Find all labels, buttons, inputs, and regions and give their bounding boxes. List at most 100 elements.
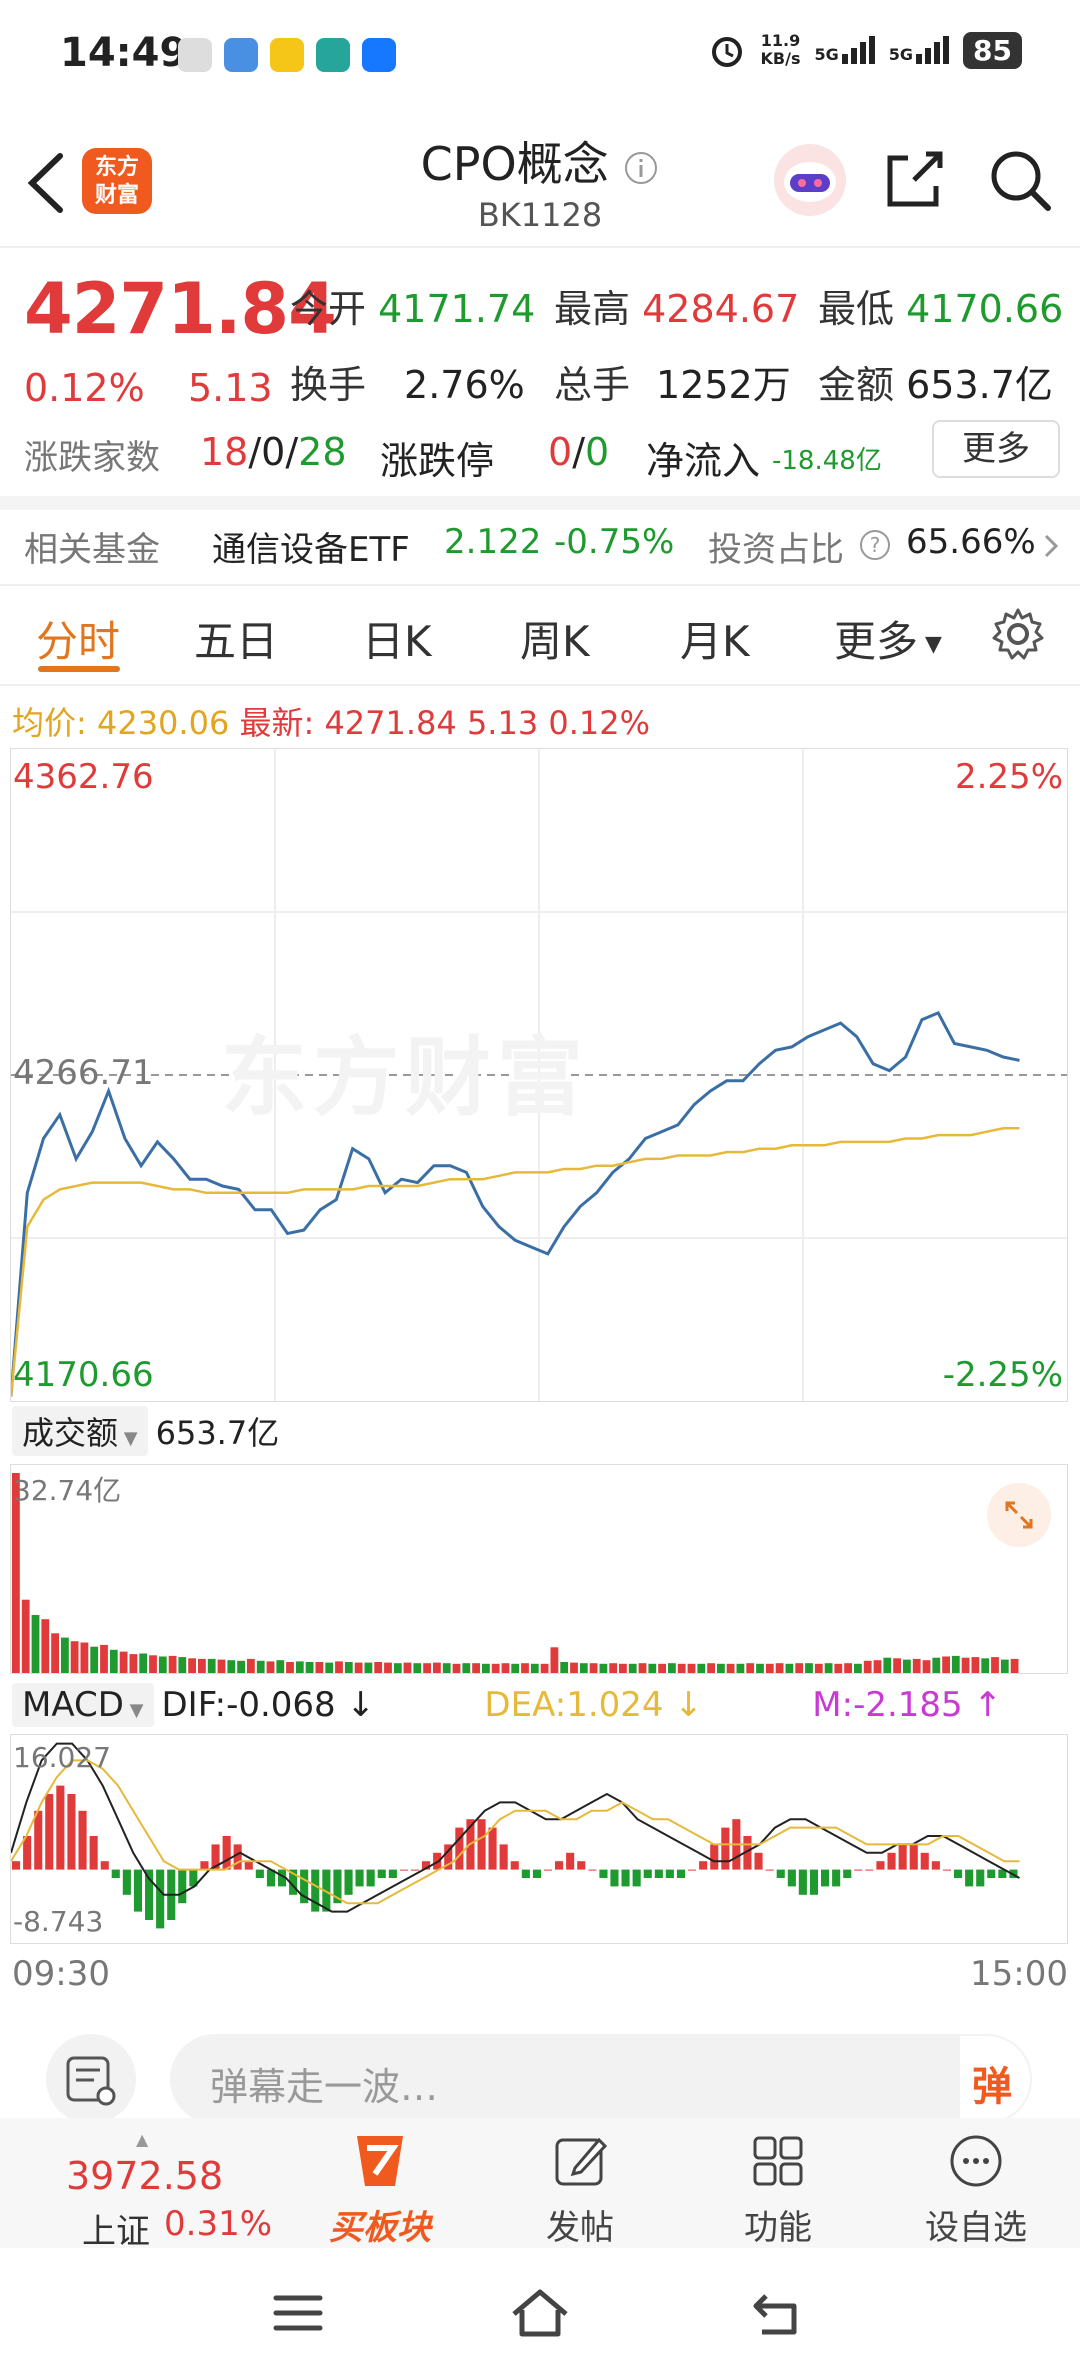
macd-histogram-bar — [688, 1869, 697, 1871]
notification-icons — [178, 38, 396, 72]
home-icon[interactable] — [508, 2284, 572, 2342]
change-percent: 0.12% — [24, 366, 145, 410]
macd-histogram-bar — [377, 1869, 386, 1878]
macd-histogram-bar — [344, 1869, 353, 1895]
share-icon[interactable] — [882, 148, 946, 212]
macd-histogram-bar — [67, 1794, 76, 1870]
volume-bar — [893, 1658, 901, 1673]
macd-histogram-bar — [843, 1869, 852, 1878]
macd-histogram-bar — [499, 1844, 508, 1870]
tab-daily-k[interactable]: 日K — [362, 617, 432, 666]
tab-monthly-k[interactable]: 月K — [680, 617, 750, 666]
chart-legend: 均价: 4230.06 最新: 4271.84 5.13 0.12% — [12, 704, 651, 742]
volume-bar — [217, 1659, 226, 1673]
intraday-chart[interactable]: 东方财富 4362.76 4266.71 4170.66 2.25% -2.25… — [10, 748, 1068, 1402]
volume-bar — [981, 1658, 990, 1673]
macd-selector[interactable]: MACD ▼ — [12, 1683, 154, 1727]
tab-weekly-k[interactable]: 周K — [520, 617, 590, 666]
expand-button[interactable] — [987, 1483, 1051, 1547]
danmaku-input[interactable]: 弹幕走一波… 弹 — [170, 2034, 1032, 2124]
volume-bar — [971, 1657, 980, 1673]
limit-counts: 0/0 — [548, 430, 610, 474]
macd-histogram-bar — [765, 1869, 774, 1871]
netflow-value: -18.48亿 — [772, 446, 882, 476]
y-min-label: 4170.66 — [13, 1355, 154, 1395]
macd-histogram-bar — [255, 1869, 264, 1878]
macd-histogram-bar — [311, 1869, 320, 1912]
volume-bar — [863, 1660, 872, 1673]
related-fund-row[interactable]: 相关基金 通信设备ETF 2.122 -0.75% 投资占比 ? 65.66% — [0, 508, 1080, 584]
macd-histogram-bar — [942, 1869, 951, 1871]
tab-more[interactable]: 更多 ▼ — [834, 617, 942, 666]
macd-histogram-bar — [289, 1869, 298, 1895]
volume-bar — [570, 1662, 578, 1673]
signal-2-icon: 5G — [889, 36, 950, 64]
macd-histogram-bar — [422, 1861, 431, 1870]
volume-bar — [139, 1653, 148, 1673]
macd-histogram-bar — [488, 1827, 497, 1870]
tab-intraday[interactable]: 分时 — [36, 617, 121, 666]
macd-header: MACD ▼ DIF:-0.068 ↓ DEA:1.024 ↓ M:-2.185… — [12, 1680, 1072, 1730]
more-dots-icon — [950, 2135, 1002, 2187]
functions-button[interactable]: 功能 — [698, 2126, 858, 2248]
danmaku-placeholder: 弹幕走一波… — [210, 2065, 439, 2109]
macd-histogram-bar — [189, 1869, 198, 1887]
index-price: 3972.58 — [66, 2154, 224, 2198]
price-line — [11, 1010, 1020, 1397]
change-amount: 5.13 — [188, 366, 273, 410]
danmaku-toggle[interactable] — [46, 2034, 136, 2124]
system-nav-bar — [0, 2248, 1080, 2376]
macd-histogram-bar — [300, 1869, 309, 1904]
volume-bar — [932, 1657, 941, 1673]
volume-bar — [158, 1656, 167, 1673]
back-arrow-icon[interactable] — [22, 150, 68, 216]
volume-selector[interactable]: 成交额 ▼ — [12, 1406, 148, 1456]
danmaku-send-button[interactable]: 弹 — [960, 2036, 1030, 2122]
index-ticker[interactable]: ▲ 3972.58 上证 0.31% — [66, 2130, 273, 2252]
robot-assistant-icon[interactable] — [772, 142, 848, 218]
macd-histogram-bar — [477, 1819, 486, 1870]
volume-header: 成交额 ▼ 653.7亿 — [12, 1406, 279, 1456]
volume-bar — [80, 1642, 89, 1673]
volume-bar — [12, 1473, 20, 1673]
volume-bar — [942, 1656, 950, 1673]
macd-histogram-bar — [333, 1869, 342, 1904]
volume-bar — [344, 1662, 353, 1673]
macd-histogram-bar — [399, 1869, 408, 1871]
buy-sector-button[interactable]: 买板块 — [300, 2126, 460, 2248]
add-watchlist-button[interactable]: 设自选 — [896, 2126, 1056, 2248]
volume-bar — [775, 1663, 784, 1673]
pct-max-label: 2.25% — [954, 757, 1063, 797]
macd-histogram-bar — [754, 1852, 763, 1870]
gear-icon[interactable] — [990, 606, 1046, 662]
back-icon[interactable] — [748, 2288, 804, 2340]
macd-histogram-bar — [998, 1869, 1007, 1878]
volume-max-label: 32.74亿 — [13, 1474, 122, 1507]
volume-bar — [41, 1619, 50, 1673]
volume-bar — [452, 1663, 461, 1673]
m-label: M:-2.185 ↑ — [812, 1685, 1002, 1725]
expand-icon — [1005, 1501, 1033, 1529]
volume-bar — [149, 1655, 157, 1673]
y-max-label: 4362.76 — [13, 757, 154, 797]
volume-bar — [70, 1641, 79, 1673]
info-icon[interactable] — [623, 150, 659, 186]
netflow-label: 净流入 — [646, 439, 761, 483]
macd-histogram-bar — [23, 1836, 32, 1870]
volume-bar — [521, 1663, 529, 1673]
macd-svg — [11, 1742, 1020, 1929]
search-icon[interactable] — [988, 148, 1054, 214]
macd-histogram-bar — [965, 1869, 974, 1887]
status-time: 14:49 — [60, 30, 188, 76]
volume-bar — [805, 1663, 813, 1673]
menu-icon[interactable] — [270, 2290, 326, 2336]
settings-notification-icon — [178, 38, 212, 72]
open-field: 今开 4171.74 — [290, 287, 536, 331]
post-button[interactable]: 发帖 — [500, 2126, 660, 2248]
macd-histogram-bar — [388, 1869, 397, 1878]
volume-bar — [511, 1663, 520, 1673]
more-quote-button[interactable]: 更多 — [932, 420, 1060, 478]
tab-five-day[interactable]: 五日 — [194, 617, 279, 666]
macd-histogram-bar — [887, 1852, 896, 1870]
help-icon[interactable]: ? — [858, 528, 892, 562]
